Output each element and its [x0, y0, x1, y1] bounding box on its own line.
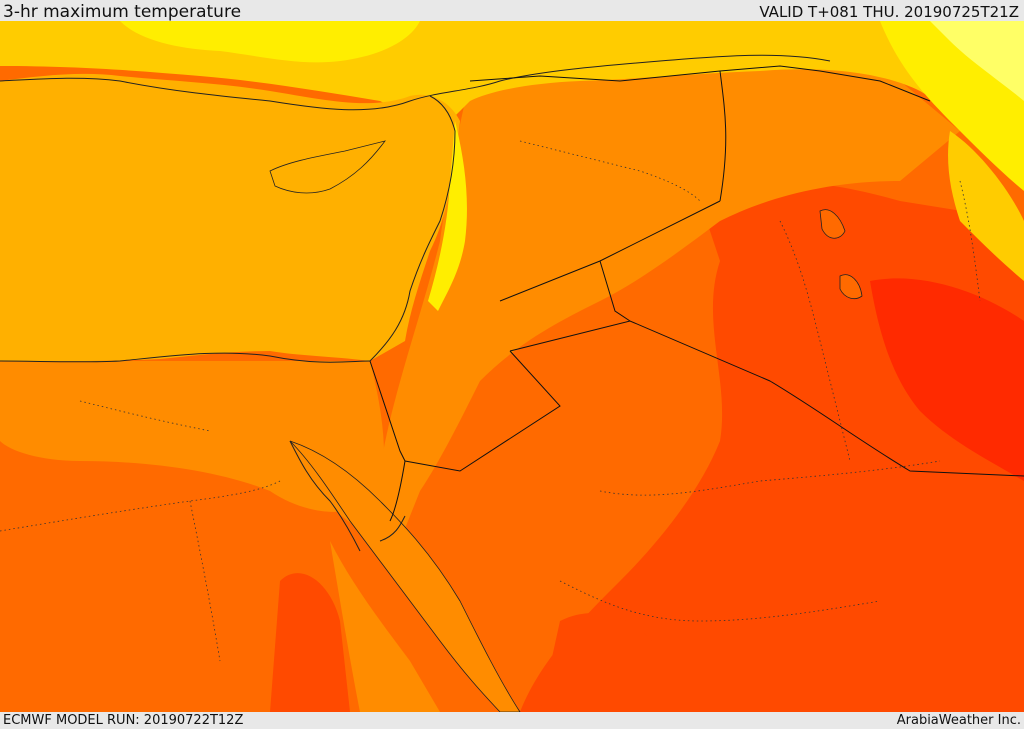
mediterranean-sea	[0, 73, 460, 362]
orange-band-egypt	[0, 361, 385, 512]
model-run-label: ECMWF MODEL RUN: 20190722T12Z	[3, 713, 244, 728]
coastlines	[0, 54, 831, 552]
header-bar: 3-hr maximum temperature VALID T+081 THU…	[0, 0, 1024, 22]
temperature-map[interactable]	[0, 21, 1024, 712]
credit-label: ArabiaWeather Inc.	[896, 713, 1021, 728]
map-title: 3-hr maximum temperature	[3, 2, 242, 22]
admin-boundaries	[0, 140, 981, 662]
orange-band-redsea	[330, 541, 440, 712]
cyprus-island	[269, 140, 386, 194]
warm-band-iran	[948, 131, 1024, 281]
pale-patches-ne	[930, 21, 1024, 101]
country-borders	[369, 65, 1024, 522]
orange-band-levant	[380, 61, 960, 541]
levant-coast-strip	[428, 121, 467, 311]
lake-tharthar	[819, 209, 846, 239]
footer-bar: ECMWF MODEL RUN: 20190722T12Z ArabiaWeat…	[0, 712, 1024, 729]
hottest-zone	[870, 278, 1024, 481]
lake-habbaniyah	[839, 274, 863, 300]
yellow-patches-north	[120, 21, 420, 63]
hot-zone-south	[540, 612, 680, 712]
red-sea	[289, 440, 521, 712]
valid-time: VALID T+081 THU. 20190725T21Z	[759, 3, 1019, 21]
hot-zone-west	[270, 573, 350, 712]
